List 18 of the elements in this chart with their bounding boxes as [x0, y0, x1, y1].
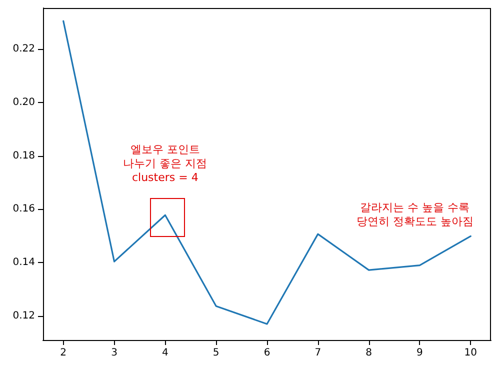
x-tick-label: 2 [60, 348, 67, 358]
x-tick-label: 6 [264, 348, 270, 358]
annotation: 갈라지는 수 높을 수록 당연히 정확도도 높아짐 [356, 200, 474, 229]
y-tick-label: 0.20 [12, 96, 35, 108]
y-tick-label: 0.14 [12, 257, 35, 268]
x-tick-label: 3 [111, 348, 118, 358]
y-tick-label: 0.12 [12, 310, 35, 322]
y-tick-label: 0.18 [12, 150, 35, 162]
y-tick-label: 0.22 [12, 44, 35, 55]
x-tick-label: 10 [464, 348, 478, 358]
x-tick-label: 8 [366, 348, 372, 358]
annotation: 엘보우 포인트 나누기 좋은 지점 clusters = 4 [123, 143, 208, 186]
y-tick-label: 0.16 [12, 204, 35, 215]
x-tick-label: 4 [162, 348, 168, 358]
x-tick-label: 7 [314, 348, 322, 358]
x-tick-label: 5 [212, 348, 220, 358]
line-series [62, 20, 472, 325]
x-tick-label: 9 [416, 348, 423, 358]
